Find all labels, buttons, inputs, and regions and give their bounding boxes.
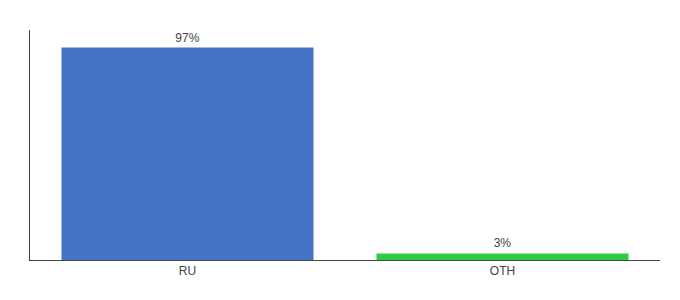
svg-text:RU: RU [179, 264, 196, 278]
svg-text:OTH: OTH [490, 264, 515, 278]
svg-text:3%: 3% [494, 236, 512, 250]
svg-text:97%: 97% [175, 31, 199, 45]
